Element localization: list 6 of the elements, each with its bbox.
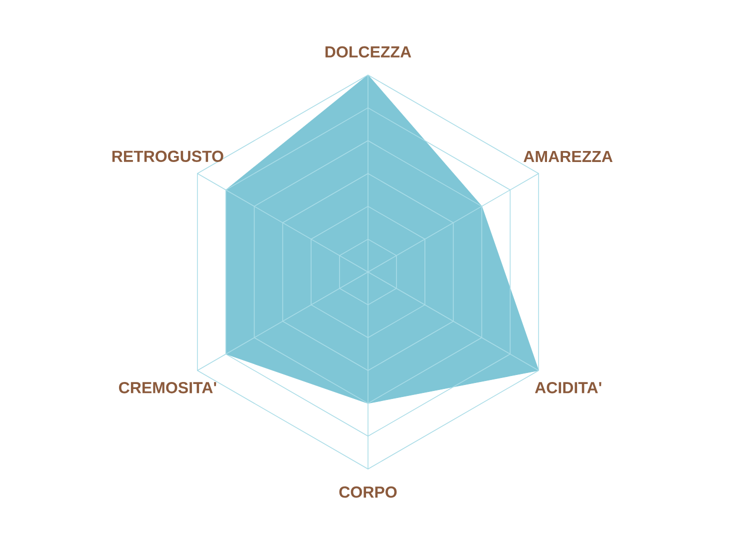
spoke-label: CREMOSITA'	[118, 382, 216, 394]
spoke-label: CORPO	[339, 486, 397, 498]
spoke-label: RETROGUSTO	[112, 150, 224, 162]
spoke-label: ACIDITA'	[535, 382, 602, 394]
spoke-label: AMAREZZA	[524, 150, 613, 162]
spoke-label: DOLCEZZA	[326, 46, 412, 58]
